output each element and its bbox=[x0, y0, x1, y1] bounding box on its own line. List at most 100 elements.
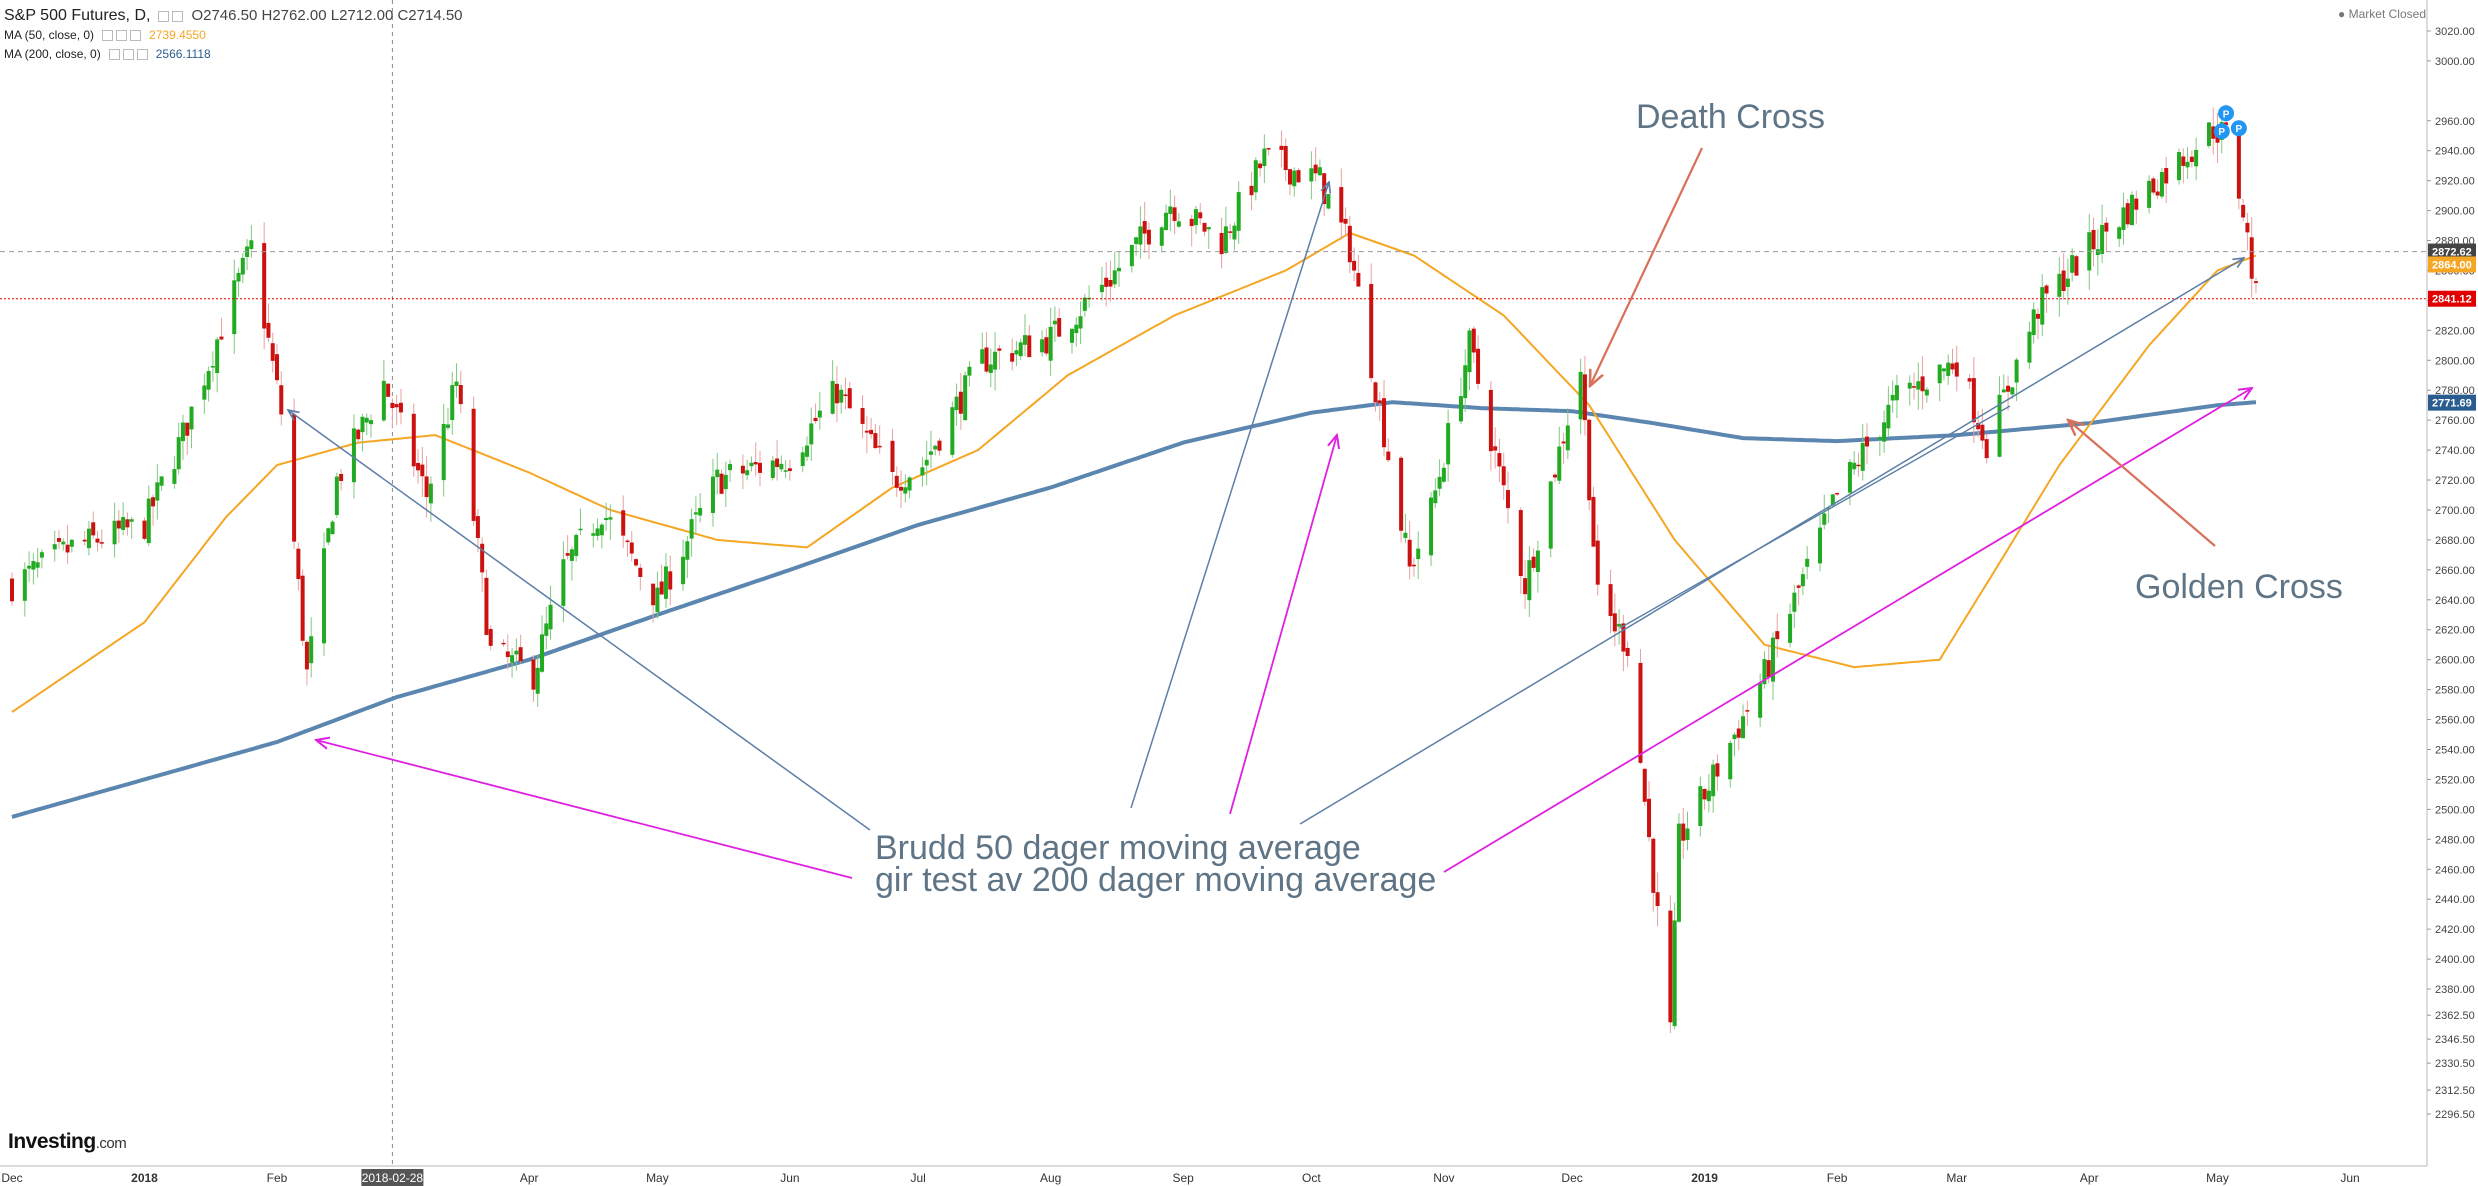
candle bbox=[1612, 593, 1617, 647]
candle bbox=[172, 456, 177, 489]
candle bbox=[651, 583, 656, 623]
candle-body bbox=[1501, 466, 1506, 486]
candle-body bbox=[57, 538, 62, 542]
price-label-box bbox=[2428, 256, 2476, 273]
candle-body bbox=[505, 651, 510, 658]
candle-body bbox=[2065, 278, 2070, 287]
candle-body bbox=[1057, 318, 1062, 337]
investing-logo[interactable]: Investing.com bbox=[8, 1130, 127, 1154]
candle-body bbox=[1099, 284, 1104, 293]
death-cross-arrow bbox=[1590, 147, 1703, 386]
candle-body bbox=[369, 420, 374, 425]
candle bbox=[1886, 386, 1891, 437]
candle-body bbox=[864, 430, 869, 433]
candle bbox=[843, 377, 848, 410]
x-tick-label: Apr bbox=[2080, 1171, 2099, 1185]
candle bbox=[1082, 293, 1087, 317]
candle bbox=[57, 530, 62, 549]
candle bbox=[1954, 345, 1959, 392]
candle-body bbox=[907, 477, 912, 491]
candle bbox=[2065, 258, 2070, 305]
candle-body bbox=[1728, 742, 1733, 780]
candle bbox=[1193, 205, 1198, 234]
candle bbox=[386, 383, 391, 397]
candle bbox=[2001, 374, 2006, 393]
candle bbox=[458, 370, 463, 414]
settings-icon[interactable] bbox=[172, 10, 184, 22]
candle bbox=[1446, 409, 1451, 482]
candle-body bbox=[1198, 212, 1203, 219]
candle bbox=[112, 502, 117, 558]
candle bbox=[1014, 340, 1019, 366]
candle bbox=[1146, 222, 1151, 260]
candle-body bbox=[710, 476, 715, 514]
ma200-label[interactable]: MA (200, close, 0) bbox=[4, 47, 101, 61]
candle-body bbox=[839, 389, 844, 403]
candle bbox=[569, 546, 574, 581]
y-tick-label: 2520.00 bbox=[2435, 774, 2475, 786]
candle bbox=[1715, 754, 1720, 791]
candle-body bbox=[1792, 592, 1797, 612]
candle-body bbox=[805, 445, 810, 457]
candle bbox=[753, 442, 758, 477]
close-icon[interactable] bbox=[130, 30, 142, 41]
candle bbox=[1548, 480, 1553, 558]
candle bbox=[1044, 328, 1049, 357]
settings-icon[interactable] bbox=[116, 30, 128, 41]
candle-body bbox=[2151, 178, 2156, 193]
candle bbox=[176, 422, 181, 475]
candle bbox=[2121, 192, 2126, 245]
candle bbox=[1219, 217, 1224, 269]
market-status-text: Market Closed bbox=[2348, 7, 2426, 21]
eye-icon[interactable] bbox=[108, 49, 120, 60]
candle bbox=[65, 525, 70, 565]
candle bbox=[1078, 301, 1083, 345]
candle-body bbox=[1835, 492, 1840, 495]
candle bbox=[1433, 478, 1438, 509]
candle bbox=[236, 267, 241, 297]
close-icon[interactable] bbox=[136, 49, 148, 60]
candle-body bbox=[1954, 362, 1959, 377]
candle-body bbox=[1044, 337, 1049, 354]
candle-body bbox=[398, 402, 403, 413]
candle bbox=[411, 403, 416, 477]
candle-body bbox=[950, 407, 955, 455]
candle-body bbox=[151, 497, 156, 507]
settings-icon[interactable] bbox=[122, 49, 134, 60]
candle-body bbox=[2074, 256, 2079, 276]
candle-body bbox=[1249, 185, 1254, 196]
candle-body bbox=[1266, 148, 1271, 150]
candle bbox=[899, 470, 904, 509]
candle-body bbox=[745, 470, 750, 476]
candle-body bbox=[35, 562, 40, 568]
candle-body bbox=[69, 539, 74, 547]
candle-body bbox=[1262, 148, 1267, 167]
candle bbox=[2091, 217, 2096, 267]
candle-body bbox=[899, 486, 904, 491]
price-lines bbox=[0, 251, 2427, 300]
candle bbox=[1386, 438, 1391, 463]
candle bbox=[215, 337, 220, 393]
candle bbox=[2100, 204, 2105, 264]
candle-body bbox=[1202, 222, 1207, 232]
eye-icon[interactable] bbox=[102, 30, 114, 41]
candle bbox=[1467, 327, 1472, 391]
eye-icon[interactable] bbox=[158, 10, 170, 22]
symbol-title[interactable]: S&P 500 Futures, D, bbox=[4, 7, 151, 24]
candle-body bbox=[2253, 281, 2258, 284]
candle bbox=[869, 418, 874, 439]
candle-body bbox=[364, 417, 369, 423]
candle-body bbox=[1117, 267, 1122, 272]
arrow-to-feb-ma50 bbox=[288, 410, 871, 831]
candle-body bbox=[834, 383, 839, 404]
candle bbox=[1946, 354, 1951, 385]
ma50-label[interactable]: MA (50, close, 0) bbox=[4, 28, 95, 42]
candle-body bbox=[386, 383, 391, 397]
x-tick-label: Oct bbox=[1302, 1171, 1321, 1185]
candle bbox=[2245, 212, 2250, 251]
candle bbox=[1377, 391, 1382, 422]
markers-layer: PPP bbox=[2213, 105, 2247, 140]
candle-body bbox=[1886, 404, 1891, 429]
y-tick-label: 2440.00 bbox=[2435, 894, 2475, 906]
